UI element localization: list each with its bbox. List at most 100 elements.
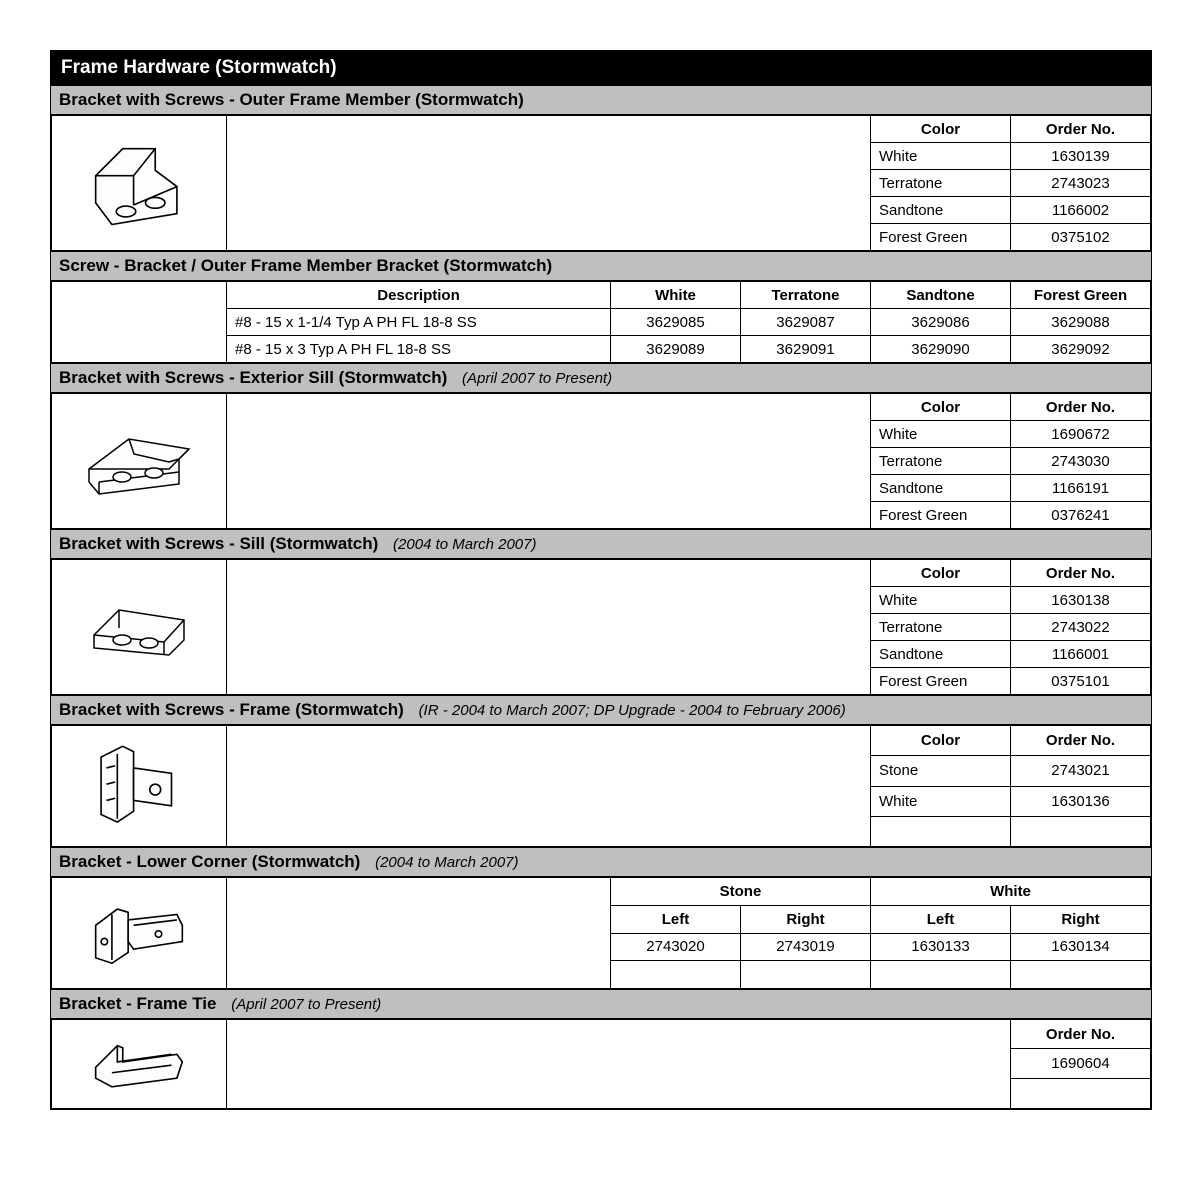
cell: White <box>871 587 1011 614</box>
cell: Sandtone <box>871 197 1011 224</box>
section2-image <box>52 282 227 363</box>
col-stone: Stone <box>610 878 870 906</box>
section6-note: (2004 to March 2007) <box>375 854 518 871</box>
cell: 1166002 <box>1011 197 1151 224</box>
section4-header: Bracket with Screws - Sill (Stormwatch) … <box>51 529 1151 559</box>
col-color: Color <box>871 394 1011 421</box>
col-right: Right <box>740 905 870 933</box>
bracket-frame-tie-icon <box>74 1024 204 1100</box>
section7-note: (April 2007 to Present) <box>231 996 381 1013</box>
empty-cell <box>1010 961 1150 989</box>
cell: 1630134 <box>1010 933 1150 961</box>
cell: Forest Green <box>871 668 1011 695</box>
cell: Stone <box>871 756 1011 786</box>
bracket-exterior-sill-icon <box>74 414 204 504</box>
section5-note: (IR - 2004 to March 2007; DP Upgrade - 2… <box>419 702 846 719</box>
bracket-outer-icon <box>74 127 204 235</box>
spacer <box>227 878 611 989</box>
cell: 3629087 <box>741 309 871 336</box>
cell: 3629088 <box>1011 309 1151 336</box>
main-title: Frame Hardware (Stormwatch) <box>51 51 1151 85</box>
cell: 0375101 <box>1011 668 1151 695</box>
cell: 3629092 <box>1011 336 1151 363</box>
cell: 2743020 <box>610 933 740 961</box>
section7-table: Order No. 1690604 <box>51 1019 1151 1109</box>
empty-cell <box>1011 816 1151 846</box>
spacer <box>227 394 871 529</box>
col-color: Color <box>871 726 1011 756</box>
section3-header: Bracket with Screws - Exterior Sill (Sto… <box>51 363 1151 393</box>
section5-table: Color Order No. Stone2743021 White163013… <box>51 725 1151 847</box>
col-terratone: Terratone <box>741 282 871 309</box>
section5-image <box>52 726 227 847</box>
cell: 3629091 <box>741 336 871 363</box>
col-order: Order No. <box>1011 726 1151 756</box>
cell: 1630139 <box>1011 143 1151 170</box>
section4-note: (2004 to March 2007) <box>393 536 536 553</box>
section1-image <box>52 116 227 251</box>
col-order: Order No. <box>1011 116 1151 143</box>
col-color: Color <box>871 560 1011 587</box>
cell: Forest Green <box>871 224 1011 251</box>
col-color: Color <box>871 116 1011 143</box>
section4-image <box>52 560 227 695</box>
empty-cell <box>871 816 1011 846</box>
col-right: Right <box>1010 905 1150 933</box>
section6-title: Bracket - Lower Corner (Stormwatch) <box>59 852 360 871</box>
cell: White <box>871 786 1011 816</box>
section2-header: Screw - Bracket / Outer Frame Member Bra… <box>51 251 1151 281</box>
col-sandtone: Sandtone <box>871 282 1011 309</box>
cell: 1166191 <box>1011 475 1151 502</box>
section4-title: Bracket with Screws - Sill (Stormwatch) <box>59 534 378 553</box>
spacer <box>227 1019 1011 1108</box>
cell: Sandtone <box>871 641 1011 668</box>
catalog-container: Frame Hardware (Stormwatch) Bracket with… <box>50 50 1152 1110</box>
cell: Terratone <box>871 170 1011 197</box>
empty-cell <box>610 961 740 989</box>
section6-image <box>52 878 227 989</box>
col-order: Order No. <box>1011 1019 1151 1049</box>
cell: 1630133 <box>870 933 1010 961</box>
empty-cell <box>740 961 870 989</box>
cell: #8 - 15 x 3 Typ A PH FL 18-8 SS <box>227 336 611 363</box>
spacer <box>227 560 871 695</box>
cell: 2743023 <box>1011 170 1151 197</box>
cell: 1690604 <box>1011 1049 1151 1079</box>
section3-table: Color Order No. White1690672 Terratone27… <box>51 393 1151 529</box>
cell: White <box>871 143 1011 170</box>
col-order: Order No. <box>1011 560 1151 587</box>
bracket-lower-corner-icon <box>74 882 204 980</box>
section7-header: Bracket - Frame Tie (April 2007 to Prese… <box>51 989 1151 1019</box>
cell: White <box>871 421 1011 448</box>
cell: Terratone <box>871 448 1011 475</box>
section2-table: Description White Terratone Sandtone For… <box>51 281 1151 363</box>
col-white: White <box>870 878 1150 906</box>
cell: Terratone <box>871 614 1011 641</box>
cell: 2743019 <box>740 933 870 961</box>
cell: 3629086 <box>871 309 1011 336</box>
cell: Sandtone <box>871 475 1011 502</box>
cell: 1166001 <box>1011 641 1151 668</box>
bracket-frame-icon <box>74 730 204 838</box>
col-left: Left <box>870 905 1010 933</box>
spacer <box>227 116 871 251</box>
cell: 1630136 <box>1011 786 1151 816</box>
section5-title: Bracket with Screws - Frame (Stormwatch) <box>59 700 404 719</box>
cell: 3629085 <box>611 309 741 336</box>
section3-image <box>52 394 227 529</box>
empty-cell <box>870 961 1010 989</box>
col-order: Order No. <box>1011 394 1151 421</box>
section3-title: Bracket with Screws - Exterior Sill (Sto… <box>59 368 447 387</box>
cell: 2743030 <box>1011 448 1151 475</box>
section7-image <box>52 1019 227 1108</box>
cell: 0376241 <box>1011 502 1151 529</box>
section1-header: Bracket with Screws - Outer Frame Member… <box>51 85 1151 115</box>
col-forestgreen: Forest Green <box>1011 282 1151 309</box>
cell: 2743022 <box>1011 614 1151 641</box>
cell: 3629089 <box>611 336 741 363</box>
section6-header: Bracket - Lower Corner (Stormwatch) (200… <box>51 847 1151 877</box>
section6-table: Stone White Left Right Left Right 274302… <box>51 877 1151 989</box>
section3-note: (April 2007 to Present) <box>462 370 612 387</box>
spacer <box>227 726 871 847</box>
section1-table: Color Order No. White1630139 Terratone27… <box>51 115 1151 251</box>
